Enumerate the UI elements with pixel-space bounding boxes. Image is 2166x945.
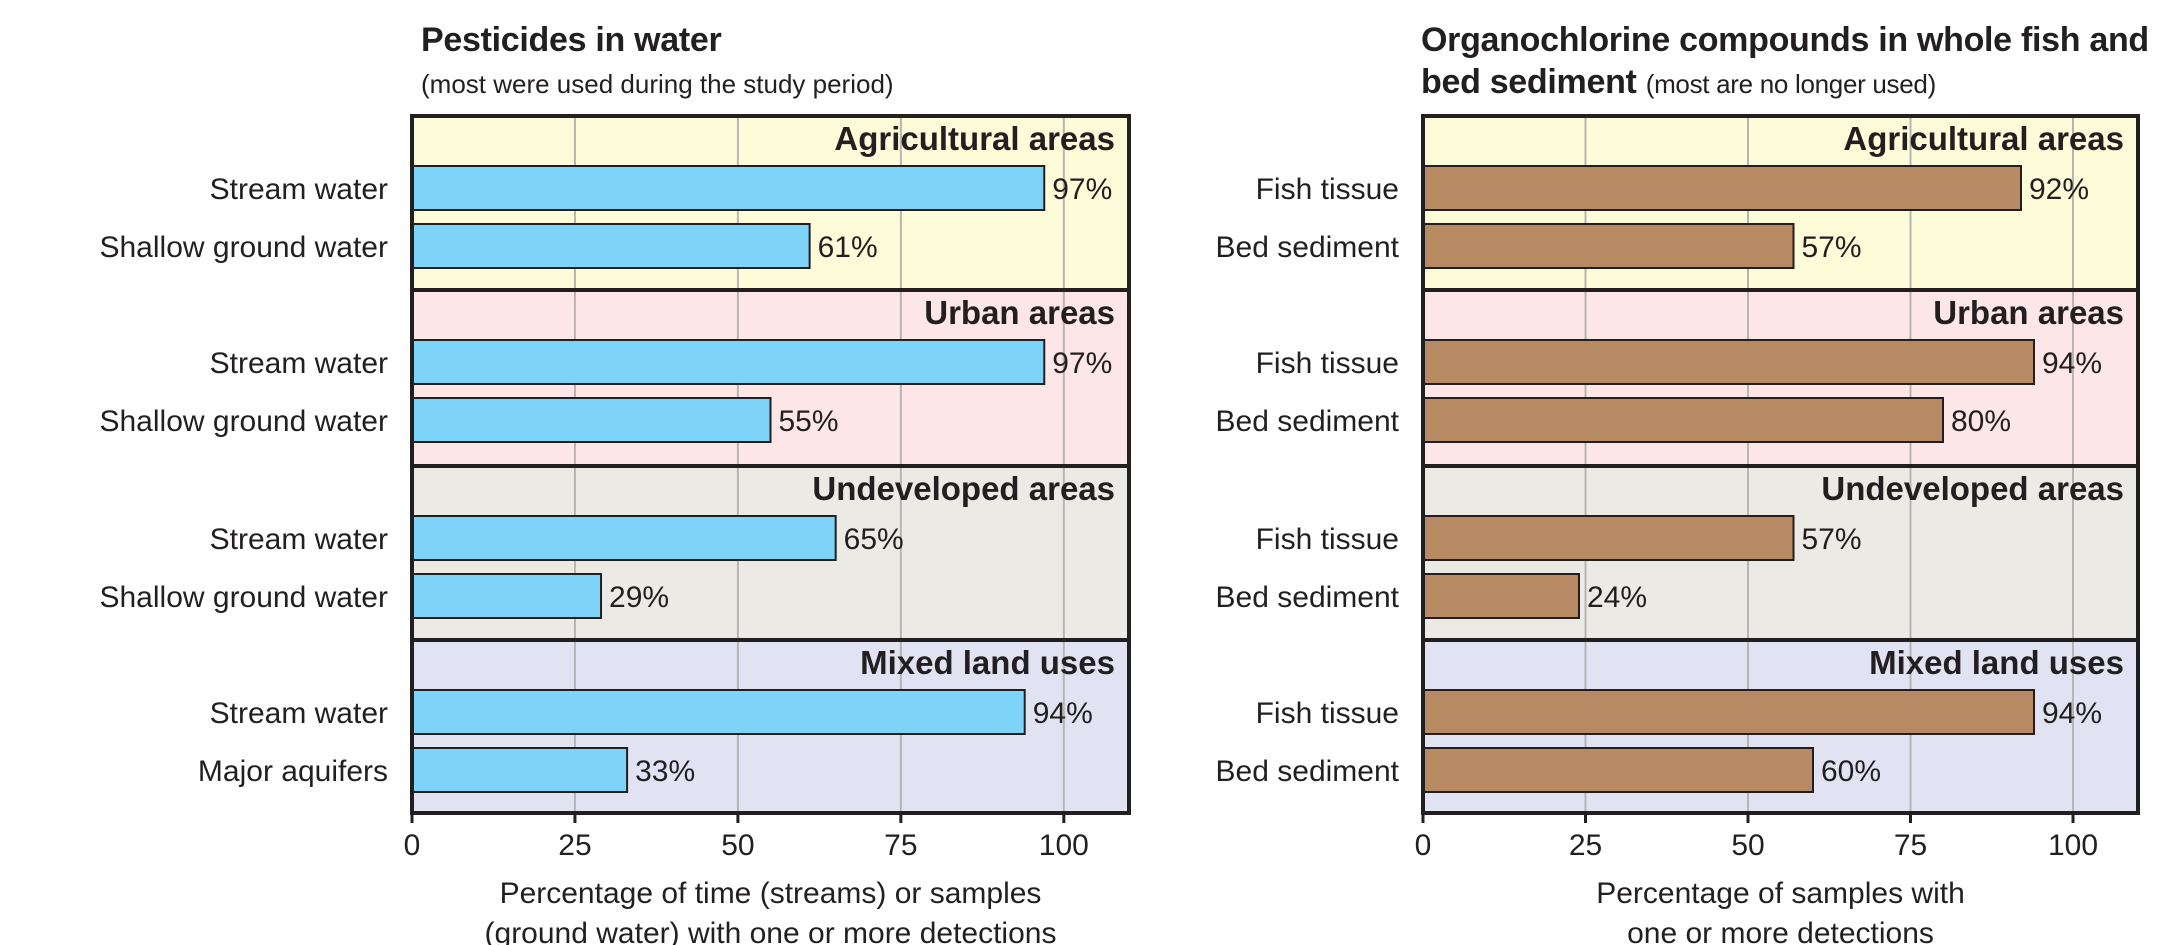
right-bar-value-label: 60% — [1821, 755, 1881, 788]
left-bar-value-label: 61% — [818, 231, 878, 264]
right-bar — [1422, 573, 1580, 619]
left-group-title: Urban areas — [924, 294, 1115, 331]
left-bar — [411, 223, 811, 269]
left-bar-value-label: 94% — [1033, 697, 1093, 730]
left-category-label: Stream water — [210, 523, 388, 556]
left-bar — [411, 515, 837, 561]
left-bar — [411, 573, 603, 619]
left-x-tick-label: 0 — [404, 829, 421, 862]
right-x-axis-label: one or more detections — [1627, 917, 1934, 945]
left-group-title: Undeveloped areas — [812, 470, 1115, 507]
right-x-tick-label: 0 — [1415, 829, 1432, 862]
right-category-label: Bed sediment — [1216, 405, 1400, 438]
left-bar-value-label: 55% — [779, 405, 839, 438]
left-bar — [411, 747, 629, 793]
left-bar-value-label: 65% — [844, 523, 904, 556]
right-category-label: Bed sediment — [1216, 581, 1400, 614]
right-bar-value-label: 92% — [2029, 173, 2089, 206]
left-bar — [411, 397, 772, 443]
right-bar-value-label: 57% — [1802, 523, 1862, 556]
left-category-label: Stream water — [210, 173, 388, 206]
right-bar — [1422, 339, 2035, 385]
left-category-label: Shallow ground water — [99, 231, 388, 264]
right-bar — [1422, 397, 1944, 443]
left-bar — [411, 689, 1026, 735]
right-bar — [1422, 165, 2022, 211]
right-x-tick-label: 25 — [1569, 829, 1602, 862]
right-group-title: Mixed land uses — [1869, 644, 2124, 681]
right-category-label: Fish tissue — [1256, 523, 1399, 556]
left-bar — [411, 339, 1046, 385]
left-x-tick-label: 100 — [1039, 829, 1089, 862]
left-x-axis-label: Percentage of time (streams) or samples — [500, 877, 1042, 910]
left-category-label: Major aquifers — [198, 755, 388, 788]
right-chart-subtitle: (most are no longer used) — [1645, 69, 1937, 99]
right-category-label: Fish tissue — [1256, 173, 1399, 206]
right-x-tick-label: 100 — [2048, 829, 2098, 862]
right-x-axis-label: Percentage of samples with — [1596, 877, 1965, 910]
right-chart-title-line2: bed sediment (most are no longer used) — [1421, 62, 1936, 104]
left-category-label: Shallow ground water — [99, 581, 388, 614]
right-bar-value-label: 57% — [1802, 231, 1862, 264]
right-x-tick-label: 50 — [1731, 829, 1764, 862]
left-x-tick-label: 75 — [884, 829, 917, 862]
right-bar-value-label: 94% — [2042, 347, 2102, 380]
left-category-label: Stream water — [210, 697, 388, 730]
right-bar-value-label: 80% — [1951, 405, 2011, 438]
left-bar-value-label: 97% — [1052, 347, 1112, 380]
right-bar — [1422, 747, 1814, 793]
left-bar — [411, 165, 1046, 211]
right-group-title: Agricultural areas — [1843, 120, 2124, 157]
left-bar-value-label: 33% — [635, 755, 695, 788]
right-bar — [1422, 515, 1795, 561]
left-category-label: Stream water — [210, 347, 388, 380]
left-category-label: Shallow ground water — [99, 405, 388, 438]
right-chart-title-bold: bed sediment — [1421, 63, 1637, 101]
right-x-tick-label: 75 — [1894, 829, 1927, 862]
right-plot-frame — [1421, 114, 2140, 815]
right-category-label: Fish tissue — [1256, 697, 1399, 730]
right-chart-title: Organochlorine compounds in whole fish a… — [1421, 21, 2149, 59]
left-plot-frame — [410, 114, 1131, 815]
left-bar-value-label: 97% — [1052, 173, 1112, 206]
left-group-title: Agricultural areas — [834, 120, 1115, 157]
right-bar-value-label: 24% — [1587, 581, 1647, 614]
left-x-tick-label: 50 — [721, 829, 754, 862]
right-bar-value-label: 94% — [2042, 697, 2102, 730]
right-group-title: Undeveloped areas — [1821, 470, 2124, 507]
left-bar-value-label: 29% — [609, 581, 669, 614]
left-x-tick-label: 25 — [558, 829, 591, 862]
right-category-label: Bed sediment — [1216, 755, 1400, 788]
left-group-title: Mixed land uses — [860, 644, 1115, 681]
right-group-title: Urban areas — [1933, 294, 2124, 331]
right-bar — [1422, 223, 1795, 269]
right-category-label: Bed sediment — [1216, 231, 1400, 264]
left-x-axis-label: (ground water) with one or more detectio… — [485, 917, 1057, 945]
right-bar — [1422, 689, 2035, 735]
left-chart-subtitle: (most were used during the study period) — [421, 69, 894, 99]
left-chart-title: Pesticides in water — [421, 21, 722, 59]
right-category-label: Fish tissue — [1256, 347, 1399, 380]
